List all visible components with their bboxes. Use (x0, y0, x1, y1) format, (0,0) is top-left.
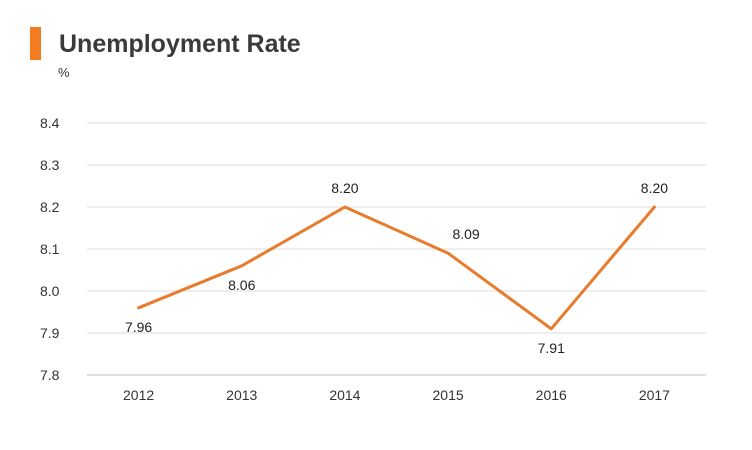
x-tick-label: 2017 (639, 387, 670, 403)
y-tick-label: 8.0 (40, 283, 60, 299)
chart-title: Unemployment Rate (59, 30, 301, 58)
data-label: 7.96 (125, 319, 152, 335)
x-tick-label: 2014 (329, 387, 360, 403)
x-tick-label: 2015 (433, 387, 464, 403)
y-tick-label: 7.8 (40, 367, 60, 383)
y-tick-label: 8.1 (40, 241, 60, 257)
x-axis-ticks: 2012 2013 2014 2015 2016 2017 (123, 387, 670, 403)
y-tick-label: 8.3 (40, 157, 60, 173)
title-accent-bar (30, 27, 41, 60)
x-tick-label: 2016 (536, 387, 567, 403)
gridlines (87, 122, 706, 376)
y-tick-label: 8.2 (40, 199, 60, 215)
data-label: 7.91 (538, 340, 565, 356)
x-tick-label: 2013 (226, 387, 257, 403)
data-label: 8.20 (331, 180, 358, 196)
y-tick-label: 8.4 (40, 115, 60, 131)
series-line (137, 205, 656, 331)
y-axis-unit-label: % (58, 65, 70, 80)
series-lines (137, 205, 656, 331)
data-labels: 7.96 8.06 8.20 8.09 7.91 8.20 (125, 180, 668, 356)
y-tick-label: 7.9 (40, 325, 60, 341)
data-label: 8.20 (641, 180, 668, 196)
x-tick-label: 2012 (123, 387, 154, 403)
data-label: 8.09 (452, 226, 479, 242)
y-axis-ticks: 7.8 7.9 8.0 8.1 8.2 8.3 8.4 (40, 115, 60, 383)
data-label: 8.06 (228, 277, 255, 293)
